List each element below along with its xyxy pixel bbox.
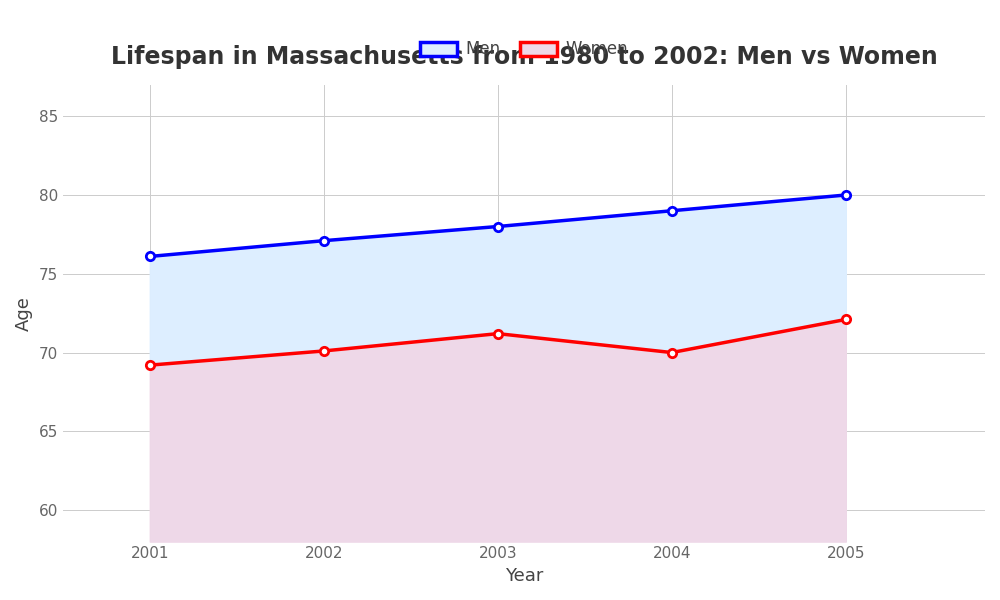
Title: Lifespan in Massachusetts from 1980 to 2002: Men vs Women: Lifespan in Massachusetts from 1980 to 2…: [111, 45, 937, 69]
X-axis label: Year: Year: [505, 567, 543, 585]
Y-axis label: Age: Age: [15, 296, 33, 331]
Legend: Men, Women: Men, Women: [413, 34, 634, 65]
